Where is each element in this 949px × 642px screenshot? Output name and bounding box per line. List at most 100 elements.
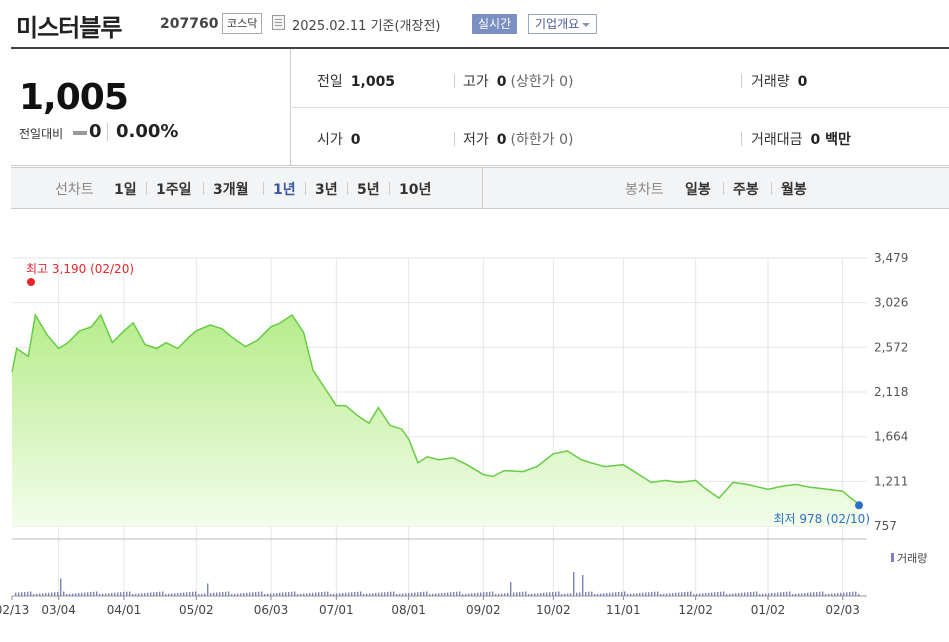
volume-bar: [639, 593, 641, 596]
volume-bar: [561, 594, 563, 596]
volume-bar: [720, 591, 722, 596]
volume-bar: [78, 593, 80, 596]
volume-bar: [570, 593, 572, 596]
low-label: 최저 978 (02/10): [773, 512, 870, 526]
high-low-markers: 최고 3,190 (02/20) 최저 978 (02/10): [26, 262, 870, 526]
volume-bar: [57, 592, 59, 596]
volume-bar: [321, 592, 323, 596]
volume-legend-label: 거래량: [897, 552, 927, 565]
volume-bar: [552, 592, 554, 596]
volume-bar: [621, 591, 623, 596]
volume-bar: [603, 593, 605, 596]
volume-bar: [33, 594, 35, 596]
volume-bar: [459, 591, 461, 596]
volume-bar: [381, 592, 383, 596]
volume-bar: [855, 591, 857, 596]
tab-weekly[interactable]: 주봉: [733, 182, 759, 198]
volume-bar: [42, 593, 44, 596]
volume-bar: [39, 593, 41, 596]
tab-1d[interactable]: 1일: [114, 182, 137, 198]
volume-bar: [504, 593, 506, 596]
volume-bar: [672, 593, 674, 596]
volume-bar: [186, 592, 188, 596]
volume-bar: [48, 592, 50, 596]
volume-bar: [204, 593, 206, 596]
volume-bar: [579, 592, 581, 596]
volume-bar: [804, 593, 806, 596]
tab-3y[interactable]: 3년: [315, 182, 338, 198]
tab-3m[interactable]: 3개월: [213, 182, 249, 198]
volume-bar: [102, 593, 104, 596]
volume-bar: [495, 594, 497, 596]
volume-bar: [756, 591, 758, 596]
volume-bar: [90, 592, 92, 596]
volume-bar: [462, 594, 464, 596]
open-label: 시가: [317, 132, 343, 148]
volume-bar: [258, 591, 260, 596]
stock-code: 207760: [160, 16, 219, 32]
volume-bar: [84, 592, 86, 596]
volume-bar: [45, 593, 47, 596]
volume-bar: [144, 593, 146, 596]
volume-bar: [660, 594, 662, 596]
volume-bar: [51, 592, 53, 596]
volume-bar: [312, 592, 314, 596]
volume-bar: [345, 592, 347, 596]
volume-bar: [114, 592, 116, 596]
high-price: 고가 0 (상한가 0): [463, 71, 573, 91]
volume-bar: [213, 592, 215, 596]
volume-bar: [630, 593, 632, 596]
volume-bar: [138, 593, 140, 596]
volume-bar: [498, 593, 500, 596]
tab-10y[interactable]: 10년: [399, 182, 432, 198]
y-tick-label: 1,664: [874, 430, 908, 444]
volume-bar: [555, 591, 557, 596]
x-tick-label: 07/01: [319, 603, 354, 617]
volume-bar: [180, 592, 182, 596]
x-tick-label: 02/03: [825, 603, 860, 617]
divider: [107, 123, 108, 141]
volume-bar: [678, 592, 680, 596]
volume-bar: [834, 593, 836, 596]
divider: [454, 132, 455, 146]
realtime-button[interactable]: 실시간: [472, 14, 518, 34]
tab-1w[interactable]: 1주일: [156, 182, 192, 198]
tab-daily[interactable]: 일봉: [685, 182, 711, 198]
volume-bar: [285, 592, 287, 596]
volume-bar: [480, 592, 482, 596]
volume-bar: [207, 583, 209, 596]
volume-bar: [624, 591, 626, 596]
volume-bar: [762, 593, 764, 596]
volume-bar: [234, 593, 236, 596]
volume-bar: [120, 592, 122, 596]
divider: [771, 182, 772, 195]
quote-panel: 1,005 전일대비 0 0.00% 전일 1,005 고가 0 (상한가 0) 거래…: [11, 47, 949, 166]
x-tick-label: 01/02: [751, 603, 786, 617]
tab-monthly[interactable]: 월봉: [781, 182, 807, 198]
volume-bar: [606, 593, 608, 596]
volume-bar: [642, 592, 644, 596]
volume-bar: [525, 591, 527, 596]
volume-bar: [270, 593, 272, 596]
volume-bar: [360, 591, 362, 596]
volume-bar: [279, 592, 281, 596]
volume-bar: [516, 592, 518, 596]
company-overview-dropdown[interactable]: 기업개요: [528, 14, 598, 34]
volume-bar: [330, 594, 332, 596]
volume-bar: [540, 593, 542, 596]
tab-1y[interactable]: 1년: [273, 182, 296, 198]
high-value: 0: [496, 74, 507, 90]
volume-bar: [93, 591, 95, 596]
volume-bar: [705, 593, 707, 596]
tab-5y[interactable]: 5년: [357, 182, 380, 198]
volume-legend-swatch: [891, 553, 894, 562]
volume-bar: [27, 591, 29, 596]
x-tick-label: 03/04: [41, 603, 76, 617]
volume-bar: [663, 593, 665, 596]
volume-bar: [759, 594, 761, 596]
volume-bar: [693, 594, 695, 596]
y-tick-label: 2,118: [874, 385, 908, 399]
volume-bar: [342, 593, 344, 596]
high-marker: [27, 278, 35, 286]
